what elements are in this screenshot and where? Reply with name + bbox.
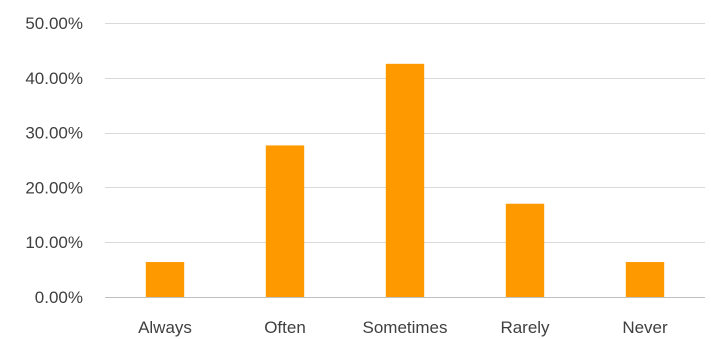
y-tick-label: 0.00% bbox=[35, 288, 83, 307]
x-tick-label: Never bbox=[622, 318, 668, 337]
bar-often bbox=[265, 145, 305, 297]
x-tick-label: Always bbox=[138, 318, 192, 337]
bar-rarely bbox=[505, 203, 545, 297]
bars bbox=[145, 63, 665, 297]
x-tick-label: Often bbox=[264, 318, 306, 337]
bar-always bbox=[145, 262, 185, 297]
y-axis-tick-labels: 0.00% 10.00% 20.00% 30.00% 40.00% 50.00% bbox=[25, 14, 83, 307]
x-axis-tick-labels: Always Often Sometimes Rarely Never bbox=[138, 318, 668, 337]
y-tick-label: 10.00% bbox=[25, 233, 83, 252]
x-tick-label: Sometimes bbox=[362, 318, 447, 337]
y-tick-label: 20.00% bbox=[25, 178, 83, 197]
y-tick-label: 40.00% bbox=[25, 69, 83, 88]
y-tick-label: 50.00% bbox=[25, 14, 83, 33]
y-tick-label: 30.00% bbox=[25, 124, 83, 143]
bar-never bbox=[625, 262, 665, 297]
bar-sometimes bbox=[385, 63, 425, 297]
x-tick-label: Rarely bbox=[500, 318, 550, 337]
